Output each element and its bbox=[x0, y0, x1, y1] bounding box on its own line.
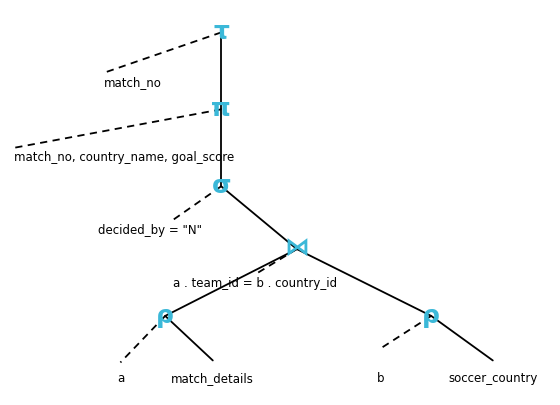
Text: a . team_id = b . country_id: a . team_id = b . country_id bbox=[172, 277, 337, 290]
Text: ⋈: ⋈ bbox=[284, 237, 309, 261]
Text: ρ: ρ bbox=[156, 304, 174, 328]
Text: a: a bbox=[117, 372, 124, 385]
Text: b: b bbox=[377, 372, 385, 385]
Text: decided_by = "N": decided_by = "N" bbox=[98, 224, 202, 237]
Text: match_no, country_name, goal_score: match_no, country_name, goal_score bbox=[14, 151, 234, 164]
Text: soccer_country: soccer_country bbox=[448, 372, 538, 385]
Text: σ: σ bbox=[212, 174, 231, 198]
Text: match_details: match_details bbox=[171, 372, 254, 385]
Text: ρ: ρ bbox=[422, 304, 440, 328]
Text: τ: τ bbox=[213, 20, 229, 45]
Text: match_no: match_no bbox=[104, 77, 161, 90]
Text: π: π bbox=[211, 97, 231, 122]
